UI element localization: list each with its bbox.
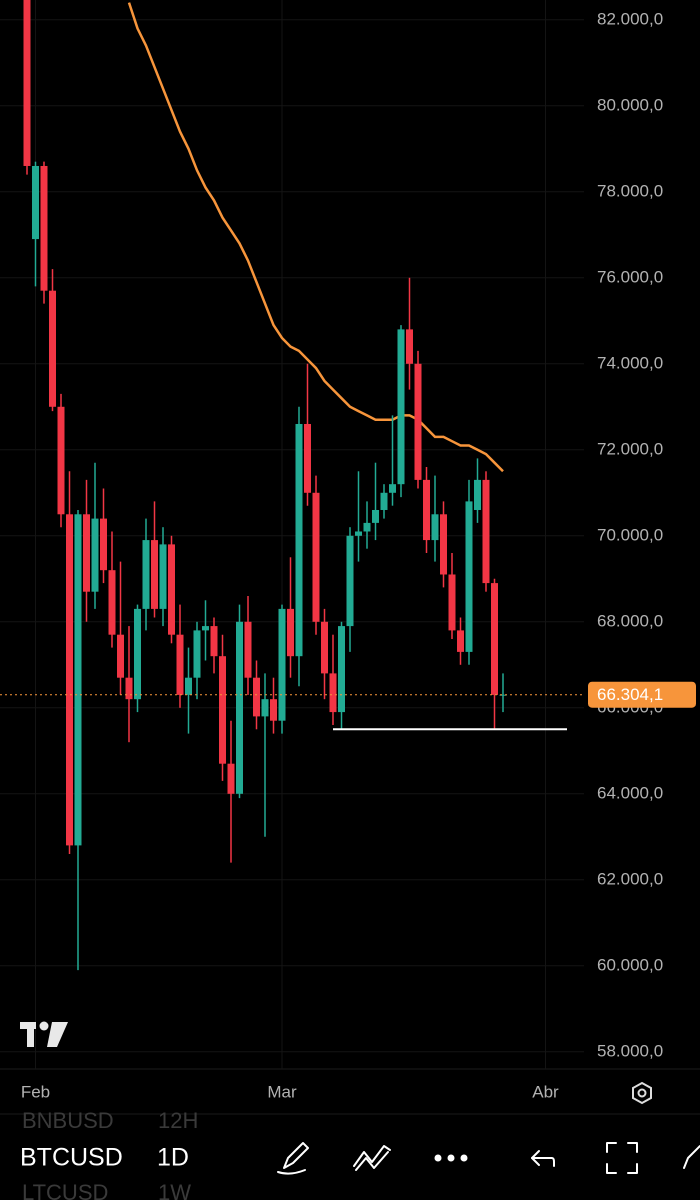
candle-body: [168, 544, 175, 635]
y-tick-label: 82.000,0: [597, 9, 663, 28]
y-tick-label: 78.000,0: [597, 181, 663, 200]
candle-body: [380, 492, 388, 510]
candle-body: [295, 423, 303, 657]
more-button[interactable]: [434, 1154, 468, 1162]
candle-body: [159, 544, 167, 609]
y-tick-label: 64.000,0: [597, 783, 663, 802]
interval[interactable]: 1D: [157, 1144, 189, 1172]
candle-body: [91, 518, 99, 592]
candle-body: [278, 608, 286, 721]
candle-body: [40, 165, 48, 291]
candle-body: [83, 514, 90, 592]
candle-body: [74, 514, 82, 846]
candle-body: [23, 0, 31, 166]
candle-body: [270, 699, 277, 721]
candle-body: [66, 514, 73, 846]
candle-body: [210, 626, 218, 657]
candle-body: [440, 514, 447, 575]
candle-body: [125, 677, 133, 700]
candle-body: [202, 626, 209, 631]
candle-body: [151, 540, 158, 609]
y-tick-label: 68.000,0: [597, 611, 663, 630]
next-symbol: LTCUSD: [22, 1180, 108, 1200]
x-tick-label: Abr: [532, 1082, 559, 1101]
candle-body: [363, 522, 371, 532]
y-tick-label: 60.000,0: [597, 955, 663, 974]
y-tick-label: 72.000,0: [597, 439, 663, 458]
candle-body: [185, 677, 192, 695]
candle-body: [474, 479, 481, 510]
candle-body: [397, 329, 405, 485]
candle-body: [465, 501, 473, 652]
tv-logo: [20, 1021, 68, 1047]
candle-body: [227, 763, 235, 794]
candle-body: [482, 479, 490, 584]
candle-body: [108, 570, 116, 635]
candle-body: [261, 699, 269, 717]
candle-body: [389, 484, 396, 493]
settings-button[interactable]: [632, 1081, 652, 1105]
y-tick-label: 58.000,0: [597, 1041, 663, 1060]
candle-body: [457, 630, 464, 652]
candle-body: [499, 694, 507, 696]
candle-body: [423, 479, 430, 541]
y-tick-label: 62.000,0: [597, 869, 663, 888]
candle-body: [372, 509, 379, 523]
candle-body: [244, 621, 252, 678]
candle-body: [338, 626, 345, 713]
candle-body: [448, 574, 456, 631]
pattern-tool[interactable]: [353, 1145, 391, 1171]
candle-body: [491, 583, 498, 695]
candle-body: [355, 531, 362, 536]
x-tick-label: Mar: [267, 1082, 297, 1101]
y-tick-label: 74.000,0: [597, 353, 663, 372]
undo-button[interactable]: [531, 1150, 555, 1167]
edit-button[interactable]: [683, 1145, 700, 1169]
candle-body: [142, 540, 150, 609]
x-tick-label: Feb: [21, 1082, 50, 1101]
candle-body: [176, 634, 184, 695]
candle-body: [431, 514, 439, 541]
last-price-tag: [588, 681, 696, 708]
candle-body: [49, 290, 56, 407]
y-tick-label: 76.000,0: [597, 267, 663, 286]
candle-body: [329, 673, 337, 713]
axes: 58.000,060.000,062.000,064.000,066.000,0…: [21, 9, 696, 1101]
next-interval: 1W: [158, 1180, 191, 1200]
draw-tool[interactable]: [277, 1142, 309, 1175]
plot-area: [0, 0, 584, 971]
prev-interval: 12H: [158, 1108, 198, 1133]
y-tick-label: 70.000,0: [597, 525, 663, 544]
candle-body: [321, 621, 328, 674]
candle-body: [236, 621, 243, 794]
candle-body: [57, 406, 65, 515]
y-tick-label: 80.000,0: [597, 95, 663, 114]
moving-average: [127, 2, 504, 473]
candle-body: [312, 492, 320, 622]
candle-body: [346, 535, 354, 627]
prev-symbol: BNBUSD: [22, 1108, 114, 1133]
candle-body: [253, 677, 260, 717]
candle-body: [414, 363, 422, 480]
fullscreen-button[interactable]: [606, 1142, 638, 1174]
candle-body: [117, 634, 124, 678]
symbol[interactable]: BTCUSD: [20, 1144, 123, 1172]
candle-body: [406, 329, 413, 364]
candle-body: [100, 518, 107, 571]
candle-body: [287, 608, 294, 657]
candle-body: [134, 608, 141, 700]
candle-body: [32, 165, 39, 240]
candle-body: [304, 423, 311, 493]
last-price-label: 66.304,1: [597, 685, 663, 704]
candle-body: [219, 656, 226, 764]
candle-body: [193, 630, 201, 678]
